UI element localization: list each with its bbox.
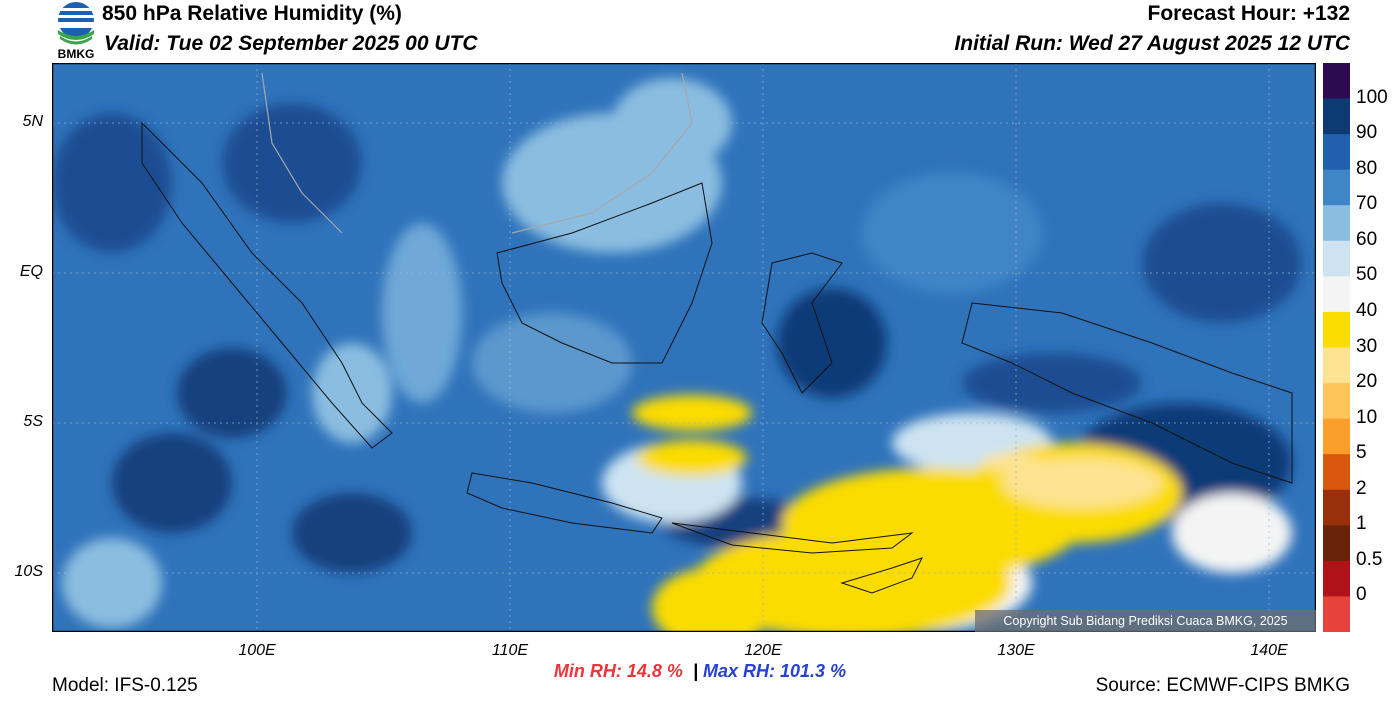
lon-label-140e: 140E	[1250, 642, 1288, 659]
colorbar-label: 2	[1356, 477, 1367, 499]
colorbar-label: 0	[1356, 584, 1367, 606]
lat-label-10s: 10S	[14, 563, 43, 580]
max-rh: Max RH: 101.3 %	[703, 661, 847, 681]
colorbar-swatch	[1323, 347, 1350, 384]
colorbar-label: 20	[1356, 371, 1378, 393]
lon-label-100e: 100E	[238, 642, 276, 659]
map-gridlines	[52, 63, 1316, 632]
model-label: Model: IFS-0.125	[52, 675, 198, 696]
colorbar-label: 30	[1356, 335, 1378, 357]
colorbar-swatch	[1323, 525, 1350, 562]
colorbar-swatch	[1323, 98, 1350, 135]
initial-run: Initial Run: Wed 27 August 2025 12 UTC	[954, 32, 1350, 55]
valid-time: Valid: Tue 02 September 2025 00 UTC	[104, 32, 478, 55]
min-rh: Min RH: 14.8 %	[553, 661, 683, 681]
lat-label-eq: EQ	[19, 263, 43, 280]
colorbar-swatch	[1323, 205, 1350, 242]
lon-label-120e: 120E	[744, 642, 782, 659]
colorbar-label: 60	[1356, 228, 1378, 250]
colorbar-swatch	[1323, 418, 1350, 455]
map-title: 850 hPa Relative Humidity (%)	[102, 2, 402, 25]
humidity-map	[52, 63, 1316, 632]
colorbar-label: 70	[1356, 193, 1378, 215]
colorbar-swatch	[1323, 383, 1350, 420]
colorbar-swatch	[1323, 276, 1350, 313]
colorbar-label: 0.5	[1356, 548, 1383, 570]
colorbar-swatch	[1323, 489, 1350, 526]
bmkg-logo-icon: BMKG	[56, 2, 96, 60]
lat-label-5n: 5N	[22, 113, 43, 130]
lon-label-110e: 110E	[491, 642, 529, 659]
copyright-note: Copyright Sub Bidang Prediksi Cuaca BMKG…	[975, 610, 1316, 632]
lat-label-5s: 5S	[23, 413, 43, 430]
logo-text: BMKG	[58, 47, 95, 60]
lon-label-130e: 130E	[997, 642, 1035, 659]
rh-stats: Min RH: 14.8 % | Max RH: 101.3 %	[0, 661, 1400, 682]
coastlines	[141, 121, 1293, 594]
colorbar-swatch	[1323, 311, 1350, 348]
forecast-hour: Forecast Hour: +132	[1147, 2, 1351, 25]
border-lines	[261, 72, 693, 234]
source-label: Source: ECMWF-CIPS BMKG	[1095, 675, 1350, 696]
colorbar-swatch	[1323, 169, 1350, 206]
colorbar-label: 1	[1356, 513, 1367, 535]
colorbar-label: 40	[1356, 299, 1378, 321]
colorbar-swatch	[1323, 63, 1350, 100]
colorbar-label: 5	[1356, 442, 1367, 464]
colorbar-swatch	[1323, 240, 1350, 277]
colorbar-label: 50	[1356, 264, 1378, 286]
colorbar	[1323, 63, 1350, 632]
colorbar-label: 80	[1356, 157, 1378, 179]
colorbar-swatch	[1323, 454, 1350, 491]
colorbar-swatch	[1323, 134, 1350, 171]
stats-separator: |	[692, 661, 698, 681]
colorbar-label: 90	[1356, 122, 1378, 144]
colorbar-label: 100	[1356, 86, 1388, 108]
colorbar-label: 10	[1356, 406, 1378, 428]
colorbar-swatch	[1323, 596, 1350, 632]
colorbar-swatch	[1323, 560, 1350, 597]
